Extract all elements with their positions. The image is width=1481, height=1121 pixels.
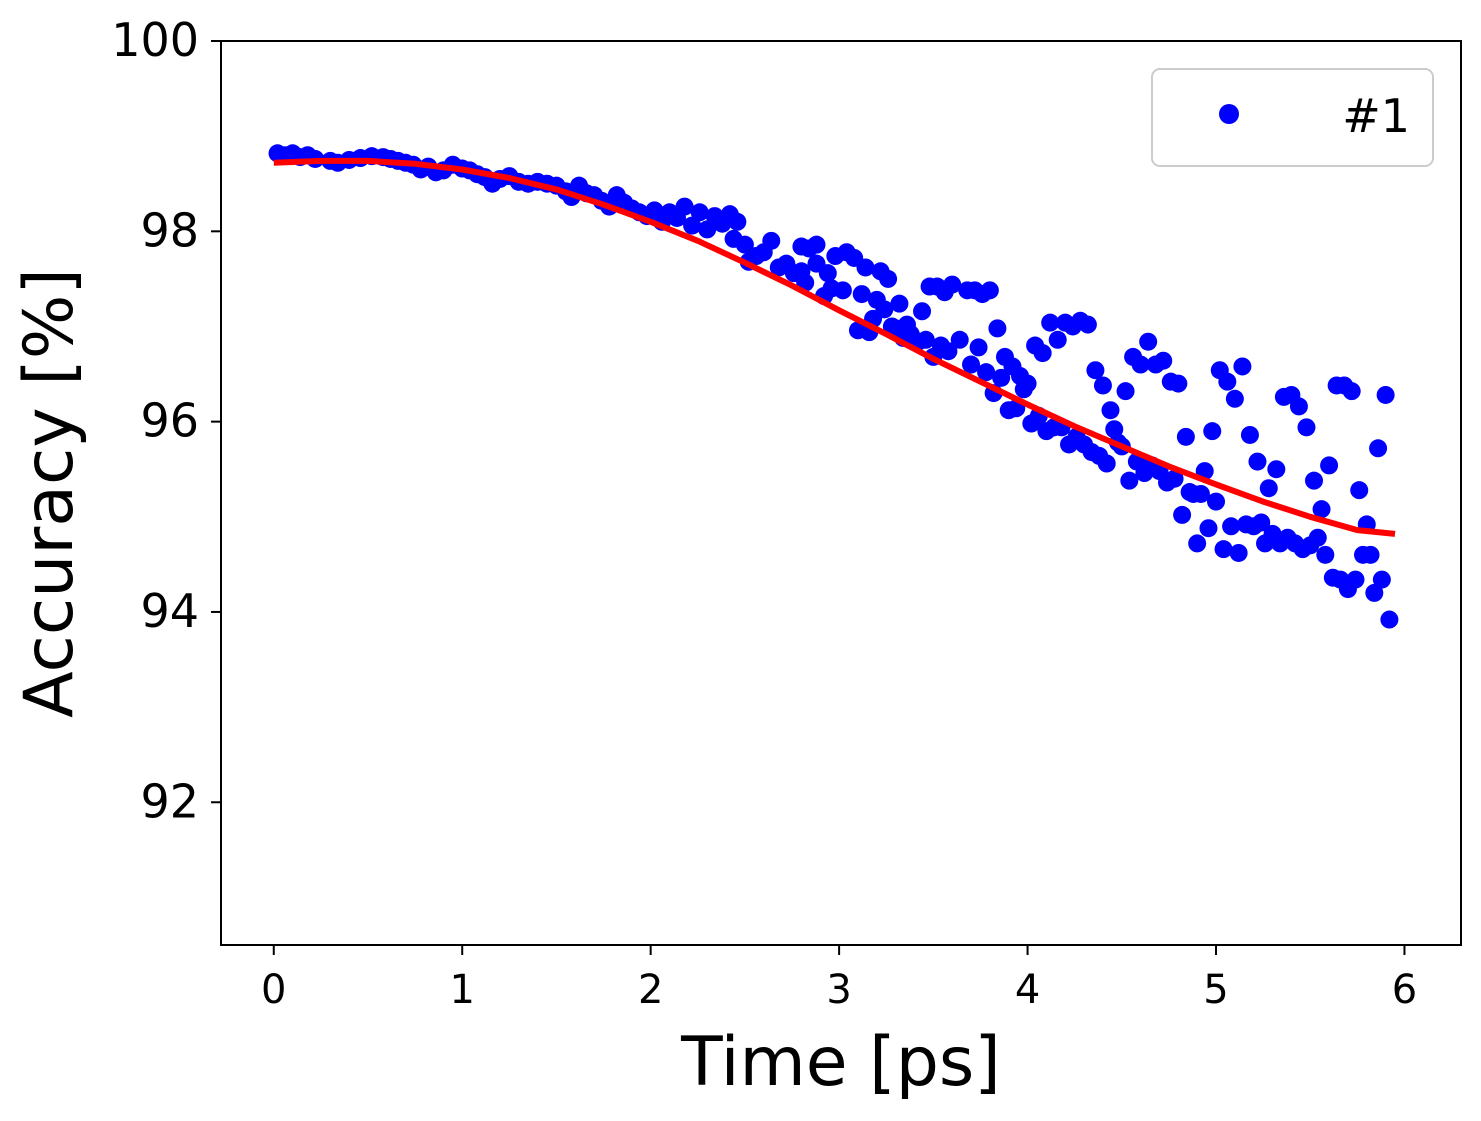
scatter-point	[1308, 528, 1327, 547]
scatter-point	[1380, 610, 1399, 629]
y-axis-label: Accuracy [%]	[10, 268, 89, 718]
scatter-point	[1240, 425, 1259, 444]
x-axis-label: Time [ps]	[680, 1023, 1001, 1102]
scatter-point	[875, 300, 894, 319]
scatter-point	[1086, 361, 1105, 380]
scatter-point	[1372, 570, 1391, 589]
scatter-point	[1320, 456, 1339, 475]
scatter-point	[1305, 471, 1324, 490]
scatter-point	[1369, 439, 1388, 458]
scatter-point	[1154, 351, 1173, 370]
scatter-point	[762, 231, 781, 250]
legend: #1	[1151, 68, 1434, 167]
scatter-point	[1233, 357, 1252, 376]
scatter-point	[1018, 374, 1037, 393]
scatter-point	[980, 281, 999, 300]
scatter-point	[913, 302, 932, 321]
scatter-point	[1169, 374, 1188, 393]
y-tick-label: 100	[111, 13, 199, 67]
y-tick-label: 98	[140, 203, 199, 257]
scatter-point	[1267, 460, 1286, 479]
scatter-point	[992, 368, 1011, 387]
chart-marks	[268, 144, 1399, 629]
x-tick-label: 0	[261, 967, 286, 1013]
scatter-point	[1312, 500, 1331, 519]
scatter-point	[939, 342, 958, 361]
scatter-point	[1191, 484, 1210, 503]
scatter-point	[1225, 389, 1244, 408]
scatter-point	[1376, 385, 1395, 404]
scatter-point	[1173, 505, 1192, 524]
scatter-point	[1165, 469, 1184, 488]
x-tick-label: 1	[449, 967, 474, 1013]
scatter-point	[690, 203, 709, 222]
plot-frame	[220, 40, 1462, 946]
y-tick-label: 92	[140, 774, 199, 828]
scatter-point	[1120, 471, 1139, 490]
scatter-point	[1139, 332, 1158, 351]
scatter-point	[1214, 540, 1233, 559]
scatter-point	[1365, 583, 1384, 602]
scatter-point	[1218, 372, 1237, 391]
scatter-point	[728, 212, 747, 231]
scatter-point	[916, 330, 935, 349]
scatter-point	[1316, 545, 1335, 564]
scatter-point	[1041, 313, 1060, 332]
scatter-point	[1350, 481, 1369, 500]
scatter-point	[943, 275, 962, 294]
scatter-point	[1361, 545, 1380, 564]
scatter-point	[1033, 344, 1052, 363]
scatter-point	[962, 355, 981, 374]
scatter-point	[1222, 517, 1241, 536]
scatter-point	[683, 216, 702, 235]
scatter-point	[1342, 382, 1361, 401]
y-tick-label: 96	[140, 394, 199, 448]
scatter-point	[1199, 519, 1218, 538]
scatter-point	[879, 269, 898, 288]
scatter-point	[1116, 382, 1135, 401]
scatter-point	[977, 363, 996, 382]
scatter-point	[1259, 479, 1278, 498]
scatter-point	[1131, 355, 1150, 374]
scatter-point	[852, 285, 871, 304]
y-tick-label: 94	[140, 584, 199, 638]
scatter-point	[1078, 315, 1097, 334]
scatter-point	[950, 330, 969, 349]
scatter-point	[1297, 418, 1316, 437]
axis-ticks: 0 1 2 3 4 5 6 92 94 96 98 100	[111, 13, 1417, 1013]
scatter-point	[1248, 452, 1267, 471]
x-tick-label: 5	[1203, 967, 1228, 1013]
scatter-point	[833, 281, 852, 300]
scatter-point	[1048, 330, 1067, 349]
scatter-point	[1229, 543, 1248, 562]
scatter-point	[856, 258, 875, 277]
scatter-point	[890, 294, 909, 313]
scatter-point	[1203, 422, 1222, 441]
scatter-point	[818, 264, 837, 283]
fit-line	[273, 157, 1396, 537]
scatter-point	[969, 338, 988, 357]
scatter-point	[675, 197, 694, 216]
scatter-point	[698, 220, 717, 239]
scatter-point	[1252, 513, 1271, 532]
legend-label-series-1: #1	[1342, 89, 1410, 143]
x-tick-label: 6	[1392, 967, 1417, 1013]
scatter-point	[1188, 534, 1207, 553]
scatter-point	[1097, 454, 1116, 473]
scatter-point	[807, 235, 826, 254]
scatter-point	[1289, 397, 1308, 416]
x-tick-label: 4	[1015, 967, 1040, 1013]
legend-box	[1151, 68, 1434, 167]
x-tick-label: 2	[638, 967, 663, 1013]
scatter-point	[1101, 401, 1120, 420]
scatter-point	[988, 319, 1007, 338]
scatter-point	[1346, 570, 1365, 589]
scatter-point	[735, 235, 754, 254]
scatter-point	[1176, 427, 1195, 446]
legend-marker-series-1	[1219, 104, 1239, 124]
scatter-point	[1207, 492, 1226, 511]
scatter-point	[1093, 376, 1112, 395]
x-tick-label: 3	[826, 967, 851, 1013]
